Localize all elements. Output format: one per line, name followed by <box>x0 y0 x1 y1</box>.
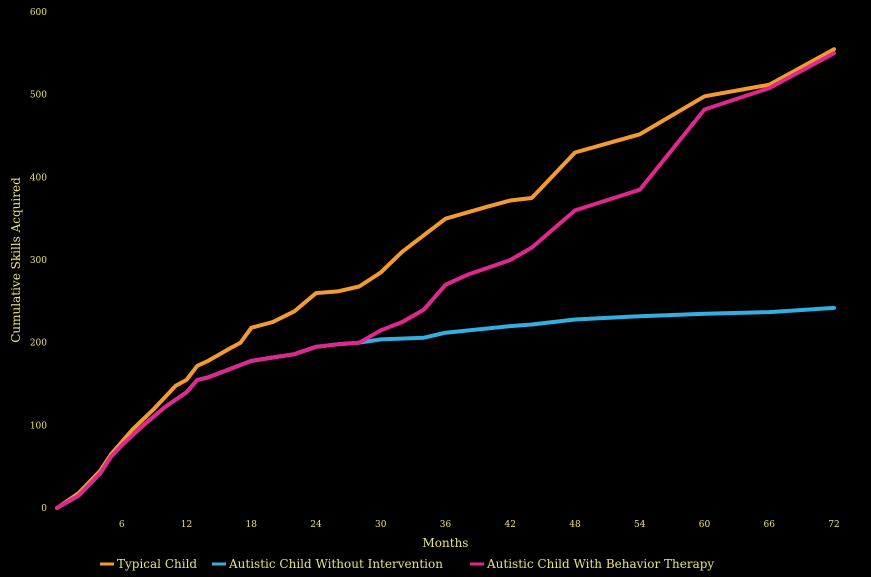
y-tick-label: 600 <box>30 8 47 18</box>
x-tick-label: 24 <box>310 520 322 530</box>
x-axis-ticks: 6 12 18 24 30 36 42 48 54 60 66 72 <box>119 520 840 530</box>
x-tick-label: 30 <box>375 520 387 530</box>
series-line-2 <box>55 305 836 510</box>
x-tick-label: 54 <box>634 520 646 530</box>
y-tick-label: 100 <box>30 421 47 431</box>
y-tick-label: 200 <box>30 339 47 349</box>
legend-label: Typical Child <box>117 557 197 571</box>
legend: Typical Child Autistic Child Without Inte… <box>100 557 714 571</box>
legend-label: Autistic Child Without Intervention <box>228 557 443 571</box>
x-tick-label: 12 <box>181 520 192 530</box>
y-tick-label: 300 <box>30 256 47 266</box>
y-axis-title-group: Cumulative Skills Acquired <box>9 177 23 343</box>
y-axis-ticks: 0 100 200 300 400 500 600 <box>30 8 47 514</box>
y-tick-label: 400 <box>30 173 47 183</box>
y-tick-label: 0 <box>41 504 47 514</box>
x-tick-label: 6 <box>119 520 125 530</box>
series-lines <box>55 47 836 510</box>
x-tick-label: 66 <box>764 520 776 530</box>
x-tick-label: 42 <box>505 520 516 530</box>
y-tick-label: 500 <box>30 91 47 101</box>
legend-label: Autistic Child With Behavior Therapy <box>486 557 714 571</box>
x-axis-title: Months <box>423 536 469 550</box>
x-tick-label: 18 <box>246 520 258 530</box>
x-tick-label: 48 <box>569 520 581 530</box>
x-tick-label: 72 <box>828 520 839 530</box>
series-line-1 <box>55 47 836 510</box>
y-axis-title: Cumulative Skills Acquired <box>9 177 23 343</box>
x-tick-label: 60 <box>699 520 711 530</box>
series-line-3 <box>55 51 836 510</box>
x-tick-label: 36 <box>440 520 452 530</box>
